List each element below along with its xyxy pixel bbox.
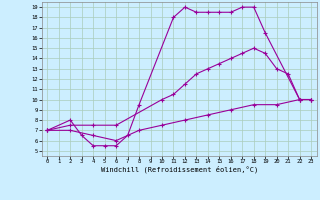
X-axis label: Windchill (Refroidissement éolien,°C): Windchill (Refroidissement éolien,°C) <box>100 166 258 173</box>
